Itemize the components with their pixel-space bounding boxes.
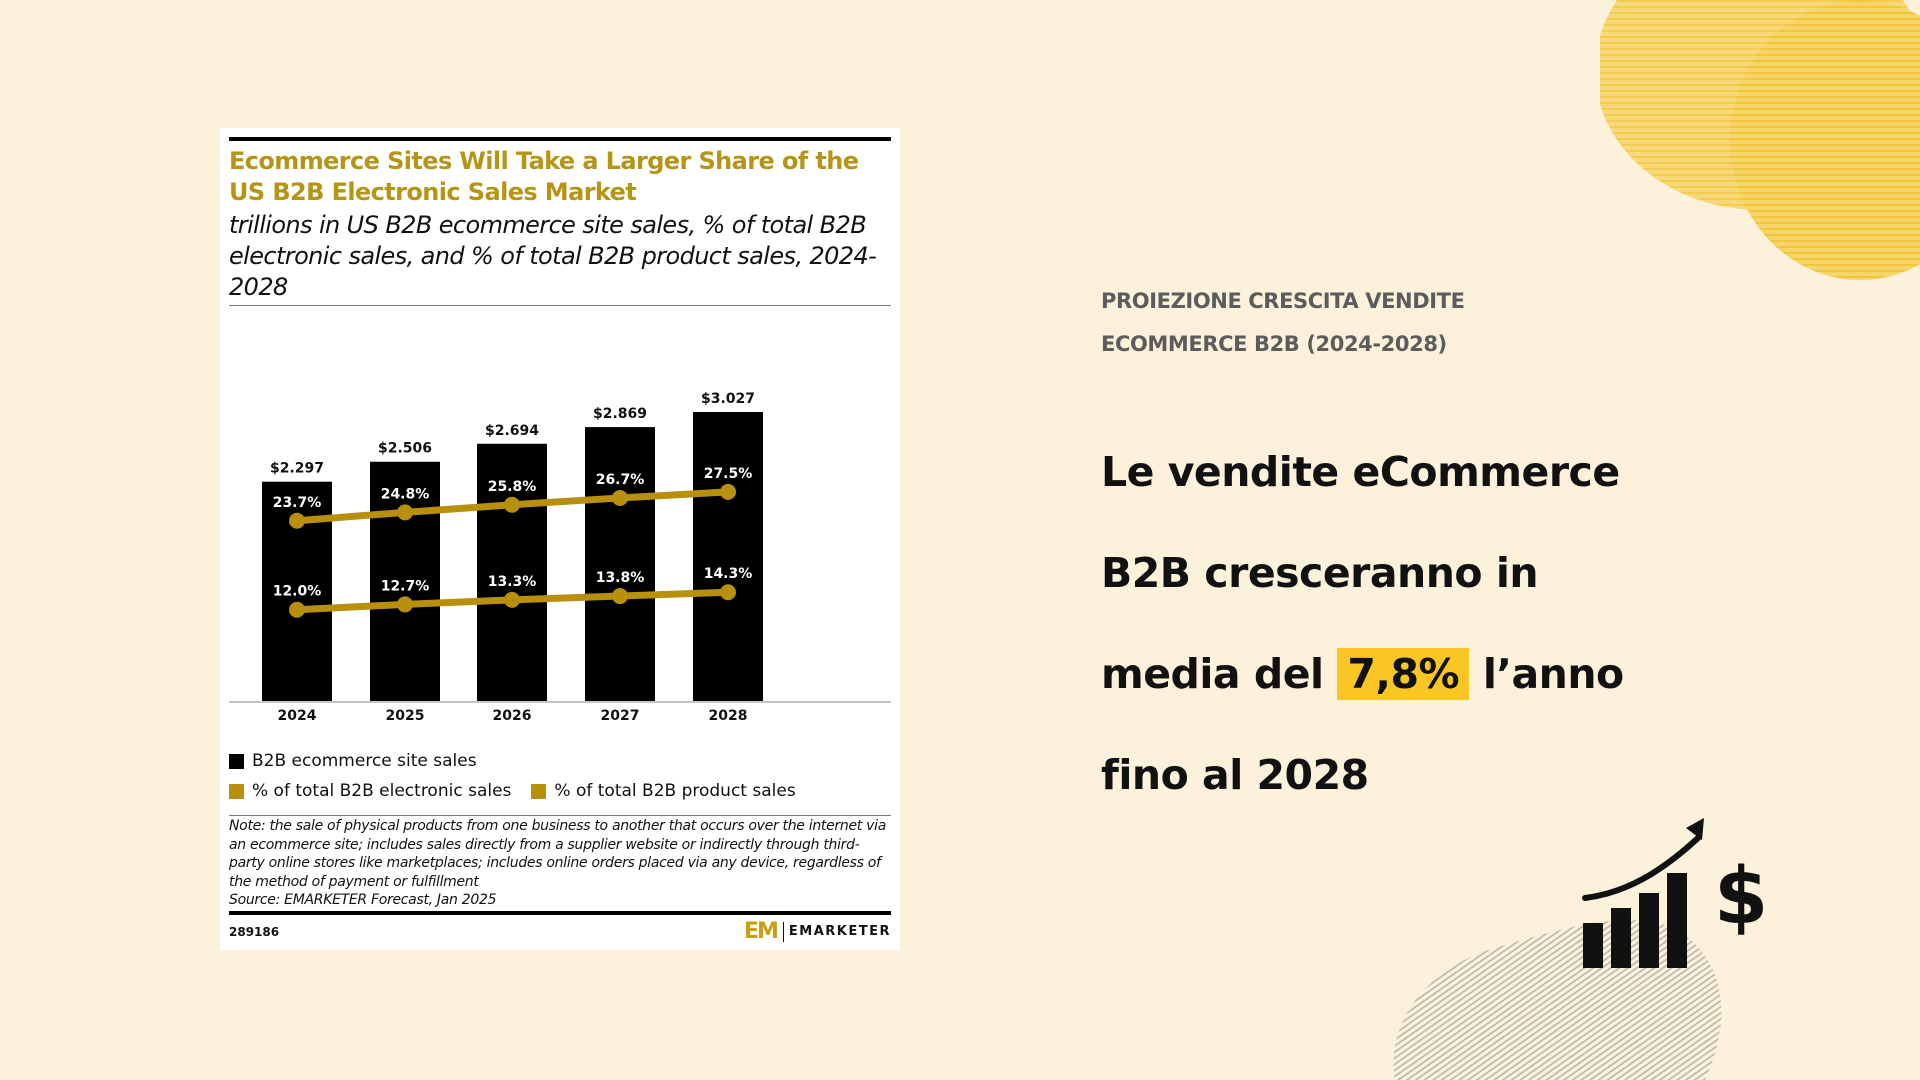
subtitle-rule xyxy=(229,305,891,306)
x-tick-label: 2024 xyxy=(278,708,317,724)
chart-note: Note: the sale of physical products from… xyxy=(229,817,891,910)
line-point xyxy=(289,601,305,618)
line-value-label: 12.0% xyxy=(273,584,322,600)
line-point xyxy=(397,596,413,613)
brand-mark: EM xyxy=(743,919,779,944)
note-text: Note: the sale of physical products from… xyxy=(229,818,886,890)
chart-id: 289186 xyxy=(229,925,280,939)
bar-2026 xyxy=(477,443,547,701)
x-tick-label: 2026 xyxy=(493,708,532,724)
legend-label: % of total B2B electronic sales xyxy=(252,781,512,801)
line-point xyxy=(720,483,736,500)
line-value-label: 26.7% xyxy=(596,472,645,488)
line-value-label: 12.7% xyxy=(381,578,430,594)
bar-2025 xyxy=(370,461,440,701)
line-point xyxy=(289,512,305,529)
headline: Le vendite eCommerce B2B cresceranno in … xyxy=(1101,422,1661,826)
brand-divider xyxy=(782,921,784,942)
section-kicker: PROIEZIONE CRESCITA VENDITE ECOMMERCE B2… xyxy=(1101,289,1465,356)
chart-title: Ecommerce Sites Will Take a Larger Share… xyxy=(229,147,859,206)
line-point xyxy=(612,489,628,506)
chart-card: Ecommerce Sites Will Take a Larger Share… xyxy=(220,128,900,950)
legend-label: B2B ecommerce site sales xyxy=(252,751,477,771)
brand-name: EMARKETER xyxy=(788,924,891,939)
line-point xyxy=(397,504,413,521)
bar-value-label: $3.027 xyxy=(701,391,755,407)
legend-item-bar-series: B2B ecommerce site sales xyxy=(229,751,477,771)
bottom-rule xyxy=(229,911,891,915)
svg-text:$: $ xyxy=(1714,852,1768,942)
bar-value-label: $2.297 xyxy=(270,461,324,477)
line-point xyxy=(612,588,628,605)
combo-chart: $2.297 2024 $2.506 2025 $2.694 2026 $2.869 2027… xyxy=(229,391,891,724)
x-tick-label: 2027 xyxy=(601,708,640,724)
legend-swatch-gold xyxy=(531,783,547,799)
decorative-yellow-blob xyxy=(1600,0,1920,290)
top-rule xyxy=(229,137,891,141)
line-value-label: 27.5% xyxy=(704,466,753,482)
legend-item-electronic-sales: % of total B2B electronic sales xyxy=(229,781,511,801)
legend-label: % of total B2B product sales xyxy=(554,781,796,801)
line-point xyxy=(504,496,520,513)
headline-text-after: l’anno fino al 2028 xyxy=(1101,650,1624,799)
bar-value-label: $2.506 xyxy=(378,441,432,457)
source-text: Source: EMARKETER Forecast, Jan 2025 xyxy=(229,892,497,908)
legend-swatch-gold xyxy=(229,783,244,799)
x-tick-label: 2025 xyxy=(386,708,425,724)
line-value-label: 13.8% xyxy=(596,570,645,586)
x-tick-label: 2028 xyxy=(709,708,748,724)
growth-chart-dollar-icon: $ xyxy=(1580,818,1770,978)
line-point xyxy=(504,591,520,608)
headline-text-before: Le vendite eCommerce B2B cresceranno in … xyxy=(1101,448,1620,698)
legend: B2B ecommerce site sales % of total B2B … xyxy=(229,746,891,806)
line-value-label: 23.7% xyxy=(273,495,322,511)
line-point xyxy=(720,584,736,601)
headline-highlight: 7,8% xyxy=(1337,648,1470,700)
bar-value-label: $2.694 xyxy=(485,423,539,439)
line-value-label: 14.3% xyxy=(704,566,753,582)
note-rule xyxy=(229,815,891,816)
bar-2028 xyxy=(693,412,763,701)
emarketer-logo: EM EMARKETER xyxy=(744,919,891,944)
legend-swatch-black xyxy=(229,753,244,769)
bar-value-label: $2.869 xyxy=(593,406,647,422)
legend-item-product-sales: % of total B2B product sales xyxy=(531,781,796,801)
line-value-label: 13.3% xyxy=(488,574,537,590)
bar-2027 xyxy=(585,427,655,701)
chart-subtitle: trillions in US B2B ecommerce site sales… xyxy=(229,211,877,301)
line-value-label: 25.8% xyxy=(488,479,537,495)
line-value-label: 24.8% xyxy=(381,486,430,502)
